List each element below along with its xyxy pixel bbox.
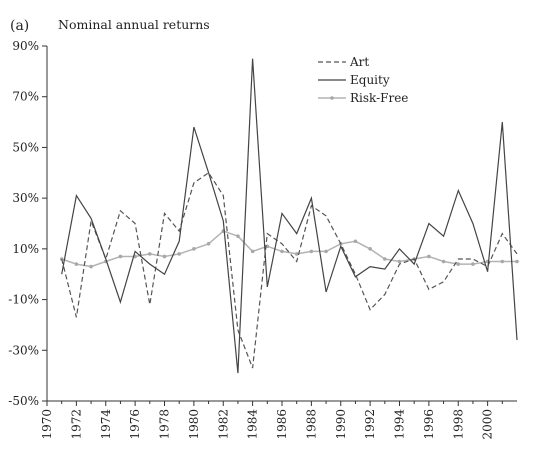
y-tick-label: 90% bbox=[12, 39, 39, 53]
point-risk-free bbox=[353, 239, 358, 244]
point-risk-free bbox=[368, 247, 372, 251]
point-risk-free bbox=[515, 259, 519, 264]
series-line-art bbox=[61, 171, 518, 369]
legend: Art Equity Risk-Free bbox=[318, 55, 408, 105]
y-tick-label: 30% bbox=[12, 191, 39, 205]
series-layer bbox=[59, 58, 519, 374]
point-risk-free bbox=[456, 262, 461, 266]
point-risk-free bbox=[177, 252, 181, 256]
y-tick-label: -30% bbox=[8, 343, 39, 357]
point-risk-free bbox=[74, 262, 79, 266]
series-line-risk-free bbox=[61, 230, 517, 268]
point-risk-free bbox=[294, 252, 299, 256]
x-tick-label: 1974 bbox=[99, 409, 113, 440]
y-tick-label: -10% bbox=[8, 293, 39, 307]
point-risk-free bbox=[118, 254, 123, 259]
legend-marker-risk-free bbox=[330, 96, 334, 100]
point-risk-free bbox=[236, 234, 240, 238]
x-tick-label: 1980 bbox=[187, 409, 201, 440]
x-tick-label: 1990 bbox=[334, 409, 348, 440]
x-tick-label: 1970 bbox=[40, 409, 54, 440]
point-risk-free bbox=[427, 254, 431, 259]
point-risk-free bbox=[441, 259, 446, 264]
x-tick-label: 1984 bbox=[246, 409, 260, 440]
point-risk-free bbox=[89, 264, 93, 269]
y-tick-label: -50% bbox=[8, 394, 39, 408]
x-tick-label: 2000 bbox=[481, 409, 495, 440]
point-risk-free bbox=[383, 257, 387, 261]
legend-label-art: Art bbox=[349, 55, 369, 69]
point-risk-free bbox=[192, 247, 196, 251]
legend-label-equity: Equity bbox=[350, 73, 390, 87]
y-tick-label: 10% bbox=[12, 242, 39, 256]
point-risk-free bbox=[148, 252, 152, 256]
point-risk-free bbox=[250, 249, 255, 254]
x-tick-label: 1996 bbox=[422, 409, 436, 440]
series-line-equity bbox=[61, 58, 518, 374]
x-tick-label: 1992 bbox=[363, 409, 377, 440]
point-risk-free bbox=[309, 249, 314, 254]
point-risk-free bbox=[162, 254, 167, 259]
chart-title: Nominal annual returns bbox=[58, 17, 210, 32]
panel-label: (a) bbox=[10, 18, 29, 34]
x-tick-label: 1982 bbox=[216, 409, 230, 440]
point-risk-free bbox=[397, 259, 402, 264]
y-tick-label: 50% bbox=[12, 140, 39, 154]
x-tick-label: 1998 bbox=[451, 409, 465, 440]
point-risk-free bbox=[500, 259, 505, 264]
point-risk-free bbox=[59, 257, 64, 261]
y-tick-label: 70% bbox=[12, 90, 39, 104]
x-tick-label: 1976 bbox=[128, 409, 142, 440]
point-risk-free bbox=[471, 262, 475, 266]
legend-label-risk-free: Risk-Free bbox=[350, 91, 408, 105]
x-tick-label: 1972 bbox=[69, 409, 83, 440]
x-tick-label: 1978 bbox=[158, 409, 172, 440]
axes: -50% -30% -10% 10% 30% 50% 70% 90% 1970 1972 1974 1… bbox=[8, 39, 517, 440]
x-tick-label: 1986 bbox=[275, 409, 289, 440]
point-risk-free bbox=[324, 249, 328, 254]
point-risk-free bbox=[280, 249, 284, 254]
x-tick-label: 1994 bbox=[393, 409, 407, 440]
x-tick-label: 1988 bbox=[304, 409, 318, 440]
point-risk-free bbox=[206, 241, 211, 246]
